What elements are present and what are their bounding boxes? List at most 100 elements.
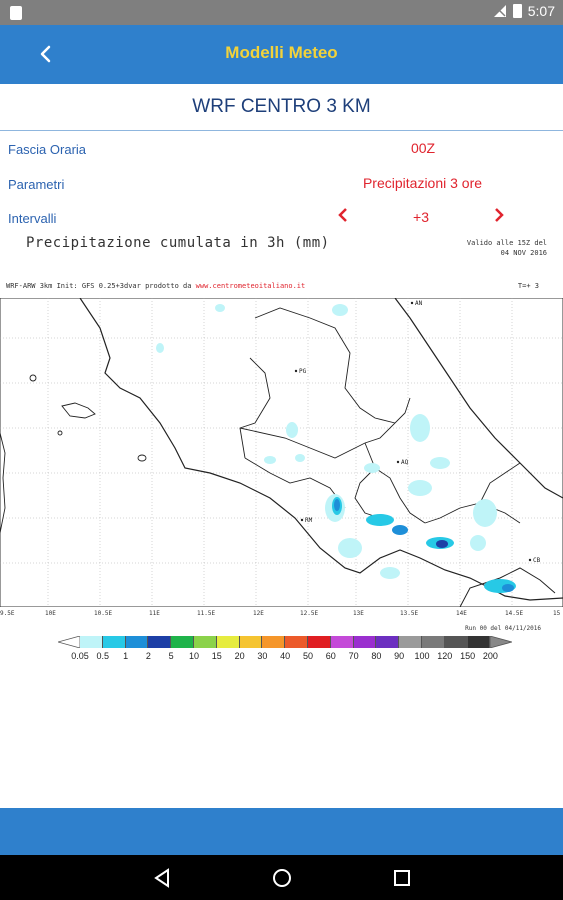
legend-swatch [376,636,400,648]
legend-swatch [307,636,331,648]
adriatic-coast [394,298,563,499]
city-pg: PG [299,368,307,375]
legend-label: 30 [257,651,268,661]
legend-label: 15 [211,651,222,661]
lon-tick: 13E [353,610,364,617]
legend-swatch [467,636,491,648]
back-nav-icon[interactable] [152,867,174,889]
signal-icon [493,5,506,17]
navigation-bar [0,855,563,900]
legend-label: 2 [145,651,151,661]
lon-tick: 12.5E [300,610,319,617]
map-canvas: PG AQ RM CB AN [0,298,563,607]
map-grid [0,298,563,607]
coastline [79,298,563,601]
legend-swatch [330,636,354,648]
city-an: AN [415,300,423,307]
intervalli-value: +3 [413,209,429,225]
legend-label: 50 [302,651,314,661]
home-nav-icon[interactable] [271,867,293,889]
bottom-bar [0,808,563,855]
legend-label: 0.5 [96,651,110,661]
app-bar: Modelli Meteo [0,25,563,84]
legend-swatch [171,636,194,648]
intervalli-label: Intervalli [8,211,57,226]
credit-link[interactable]: www.centrometeoitaliano.it [195,282,306,290]
lon-tick: 14.5E [505,610,524,617]
city-rm: RM [305,517,313,524]
divider [0,130,563,131]
legend-label: 40 [280,651,291,661]
legend-cells [80,636,491,648]
legend-swatch [125,636,149,648]
lon-tick: 11.5E [197,610,216,617]
legend-label: 80 [371,651,382,661]
legend-swatch [148,636,172,648]
precipitation-cells [156,304,516,593]
legend-label: 150 [460,651,476,661]
lon-tick: 10.5E [94,610,113,617]
legend-label: 1 [123,651,129,661]
validity-date: 04 NOV 2016 [500,249,547,257]
legend-swatch [193,636,217,648]
fascia-oraria-label: Fascia Oraria [8,142,87,157]
precipitation-map: Precipitazione cumulata in 3h (mm) Valid… [0,232,563,662]
battery-icon [512,4,522,18]
timestep-label: T=+ 3 [517,282,539,290]
model-credit: WRF-ARW 3km Init: GFS 0.25+3dvar prodott… [6,282,305,290]
notification-icon [10,6,22,20]
legend-swatch [421,636,445,648]
color-legend [58,636,513,648]
legend-swatch [353,636,377,648]
parametri-value[interactable]: Precipitazioni 3 ore [362,175,483,191]
city-cb: CB [533,557,541,564]
legend-swatch [399,636,422,648]
lon-tick: 11E [149,610,160,617]
legend-swatch [285,636,308,648]
city-aq: AQ [401,459,409,466]
app-title: Modelli Meteo [225,43,338,62]
islands [29,374,147,462]
legend-swatch [102,636,126,648]
validity-info: Valido alle 15Z del 04 NOV 2016 [467,238,547,258]
legend-swatch [216,636,240,648]
legend-label: 20 [234,651,245,661]
legend-left-arrow [58,636,80,648]
credit-text: WRF-ARW 3km Init: GFS 0.25+3dvar prodott… [6,282,192,290]
chevron-left-icon[interactable] [336,207,350,223]
city-markers: PG AQ RM CB AN [294,300,541,564]
model-title: WRF CENTRO 3 KM [192,96,371,117]
legend-swatch [239,636,263,648]
legend-label: 0.05 [71,651,89,661]
lon-tick: 9.5E [0,610,15,617]
legend-swatch [262,636,286,648]
campania-coast [459,567,556,607]
clock: 5:07 [527,3,555,19]
legend-right-arrow [490,636,513,648]
map-header: Precipitazione cumulata in 3h (mm) [26,235,330,251]
recents-nav-icon[interactable] [391,867,413,889]
lon-tick: 10E [45,610,56,617]
legend-label: 5 [168,651,174,661]
system-icons: 5:07 [493,3,555,19]
legend-label: 10 [188,651,200,661]
legend-label: 70 [348,651,359,661]
parametri-label: Parametri [8,177,65,192]
chevron-right-icon[interactable] [492,207,506,223]
lon-tick: 13.5E [400,610,419,617]
legend-labels: 0.05 0.5 1 2 5 10 15 20 30 40 50 60 70 80 90 100 120 150 2… [58,651,508,663]
lon-tick: 12E [253,610,264,617]
legend-label: 200 [482,651,498,661]
legend-swatch [80,636,103,648]
validity-time: Valido alle 15Z del [466,239,547,247]
lon-tick: 14E [456,610,467,617]
legend-label: 100 [414,651,430,661]
legend-swatch [444,636,468,648]
fascia-oraria-value[interactable]: 00Z [410,140,436,156]
legend-label: 60 [325,651,336,661]
run-info: Run 00 del 04/11/2016 [465,625,541,632]
legend-label: 120 [437,651,453,661]
lon-tick: 15 [553,610,561,617]
back-arrow-icon[interactable] [34,42,58,66]
legend-label: 90 [394,651,405,661]
